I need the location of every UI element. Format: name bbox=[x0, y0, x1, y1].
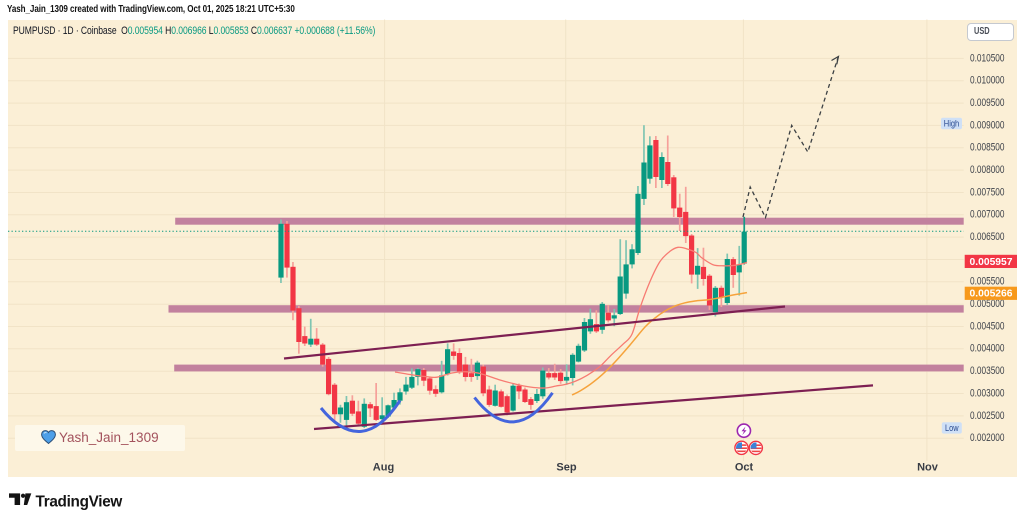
svg-text:0.002500: 0.002500 bbox=[970, 410, 1005, 422]
svg-text:0.003500: 0.003500 bbox=[970, 365, 1005, 377]
svg-text:0.005957: 0.005957 bbox=[970, 256, 1013, 268]
svg-text:0.008000: 0.008000 bbox=[970, 164, 1005, 176]
svg-text:0.008500: 0.008500 bbox=[970, 142, 1005, 154]
svg-text:0.005000: 0.005000 bbox=[970, 298, 1005, 310]
svg-text:0.010000: 0.010000 bbox=[970, 75, 1005, 87]
svg-text:0.009500: 0.009500 bbox=[970, 97, 1005, 109]
svg-text:Low: Low bbox=[945, 423, 959, 434]
svg-text:0.009000: 0.009000 bbox=[970, 119, 1005, 131]
svg-text:0.005266: 0.005266 bbox=[970, 288, 1013, 300]
svg-text:Oct: Oct bbox=[735, 462, 754, 474]
svg-text:0.010500: 0.010500 bbox=[970, 52, 1005, 64]
svg-text:0.007500: 0.007500 bbox=[970, 186, 1005, 198]
svg-text:0.004000: 0.004000 bbox=[970, 343, 1005, 355]
svg-text:0.005500: 0.005500 bbox=[970, 276, 1005, 288]
svg-text:Sep: Sep bbox=[556, 462, 576, 474]
svg-text:0.007000: 0.007000 bbox=[970, 209, 1005, 221]
svg-text:0.002000: 0.002000 bbox=[970, 432, 1005, 444]
svg-text:Aug: Aug bbox=[373, 462, 394, 474]
svg-text:Nov: Nov bbox=[917, 462, 939, 474]
svg-text:0.003000: 0.003000 bbox=[970, 387, 1005, 399]
svg-text:High: High bbox=[944, 119, 960, 130]
svg-text:0.006500: 0.006500 bbox=[970, 231, 1005, 243]
svg-text:0.004500: 0.004500 bbox=[970, 320, 1005, 332]
svg-text:TradingView: TradingView bbox=[35, 494, 122, 511]
